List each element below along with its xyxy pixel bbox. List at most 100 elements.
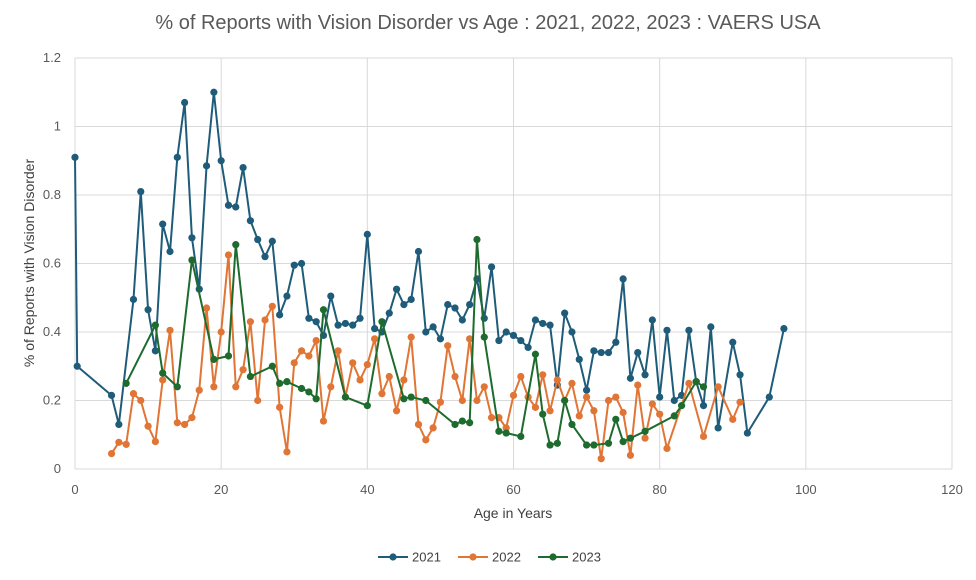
- data-point-2023: [363, 402, 371, 410]
- data-point-2021: [648, 316, 656, 324]
- data-point-2021: [363, 230, 371, 238]
- data-point-2021: [407, 295, 415, 304]
- data-point-2022: [356, 376, 364, 384]
- data-point-2022: [502, 424, 510, 432]
- data-point-2021: [290, 261, 298, 269]
- data-point-2021: [239, 164, 247, 172]
- data-point-2021: [166, 247, 174, 256]
- data-point-2021: [429, 323, 437, 331]
- y-tick-label: 1.2: [43, 50, 61, 65]
- legend-label: 2023: [572, 550, 601, 565]
- data-point-2021: [422, 328, 430, 336]
- data-point-2022: [597, 455, 605, 463]
- data-point-2022: [261, 316, 269, 324]
- data-point-2022: [290, 359, 298, 367]
- data-point-2021: [663, 326, 671, 334]
- data-point-2023: [590, 441, 598, 449]
- data-point-2022: [239, 366, 247, 374]
- data-point-2021: [129, 295, 138, 304]
- chart-title: % of Reports with Vision Disorder vs Age…: [155, 12, 821, 34]
- x-tick-label: 60: [506, 482, 520, 497]
- data-point-2022: [181, 420, 189, 429]
- data-point-2022: [414, 420, 423, 429]
- y-tick-label: 0: [54, 461, 61, 476]
- data-point-2021: [502, 328, 510, 336]
- data-point-2022: [436, 398, 445, 406]
- data-point-2023: [699, 383, 708, 391]
- data-point-2022: [458, 396, 466, 405]
- data-point-2021: [356, 314, 364, 322]
- legend-swatch-marker: [389, 553, 397, 561]
- data-point-2021: [414, 247, 423, 256]
- data-point-2022: [371, 335, 379, 343]
- data-point-2021: [707, 323, 715, 331]
- data-point-2022: [210, 383, 218, 391]
- data-point-2021: [312, 318, 320, 326]
- data-point-2022: [466, 335, 474, 343]
- data-point-2023: [407, 393, 415, 401]
- data-point-2022: [729, 415, 737, 423]
- data-point-2022: [385, 372, 393, 381]
- data-point-2022: [451, 372, 459, 381]
- data-point-2022: [590, 407, 598, 415]
- data-point-2021: [283, 292, 291, 300]
- legend-item-2022: 2022: [458, 550, 521, 565]
- data-point-2021: [736, 371, 744, 379]
- data-point-2021: [151, 347, 159, 355]
- y-tick-label: 0.2: [43, 393, 61, 408]
- data-point-2021: [444, 301, 452, 309]
- data-point-2021: [202, 162, 211, 170]
- data-point-2022: [173, 419, 181, 427]
- data-point-2023: [224, 352, 233, 360]
- data-point-2022: [195, 386, 203, 394]
- data-point-2021: [765, 393, 773, 401]
- data-point-2021: [531, 316, 540, 324]
- data-point-2023: [210, 355, 218, 363]
- data-point-2022: [319, 417, 328, 425]
- data-point-2021: [561, 309, 569, 317]
- data-point-2021: [385, 309, 393, 317]
- data-point-2023: [517, 432, 525, 441]
- data-point-2021: [597, 348, 605, 357]
- data-point-2022: [539, 371, 547, 379]
- data-point-2023: [173, 383, 181, 391]
- x-tick-label: 80: [652, 482, 666, 497]
- data-point-2023: [612, 415, 620, 423]
- data-point-2021: [436, 335, 445, 343]
- x-tick-label: 100: [795, 482, 817, 497]
- data-point-2022: [327, 383, 335, 391]
- data-point-2021: [115, 420, 123, 429]
- data-point-2023: [677, 402, 686, 410]
- data-point-2021: [487, 263, 496, 271]
- data-point-2021: [224, 201, 233, 209]
- data-point-2023: [466, 419, 474, 427]
- data-point-2022: [188, 414, 196, 422]
- data-point-2022: [429, 424, 437, 432]
- data-point-2023: [400, 395, 408, 403]
- data-point-2021: [729, 338, 737, 346]
- data-point-2021: [261, 253, 269, 261]
- data-point-2021: [137, 187, 145, 196]
- grid-layer: [74, 57, 953, 470]
- data-point-2022: [546, 407, 554, 415]
- series-2023: [122, 235, 708, 449]
- data-point-2021: [699, 402, 708, 410]
- data-point-2023: [546, 441, 554, 449]
- data-point-2021: [181, 98, 189, 107]
- data-point-2021: [268, 237, 276, 245]
- data-point-2023: [604, 439, 613, 447]
- data-point-2022: [641, 434, 649, 442]
- data-point-2021: [612, 338, 620, 346]
- y-tick-label: 0.8: [43, 187, 61, 202]
- data-point-2021: [685, 326, 693, 334]
- data-point-2023: [641, 427, 649, 435]
- data-point-2022: [312, 336, 320, 345]
- data-point-2021: [188, 234, 196, 242]
- data-point-2023: [561, 396, 569, 405]
- data-point-2023: [473, 235, 481, 244]
- data-point-2021: [144, 306, 152, 314]
- data-point-2023: [312, 395, 320, 403]
- data-point-2022: [400, 376, 408, 384]
- y-tick-label: 1: [54, 119, 61, 134]
